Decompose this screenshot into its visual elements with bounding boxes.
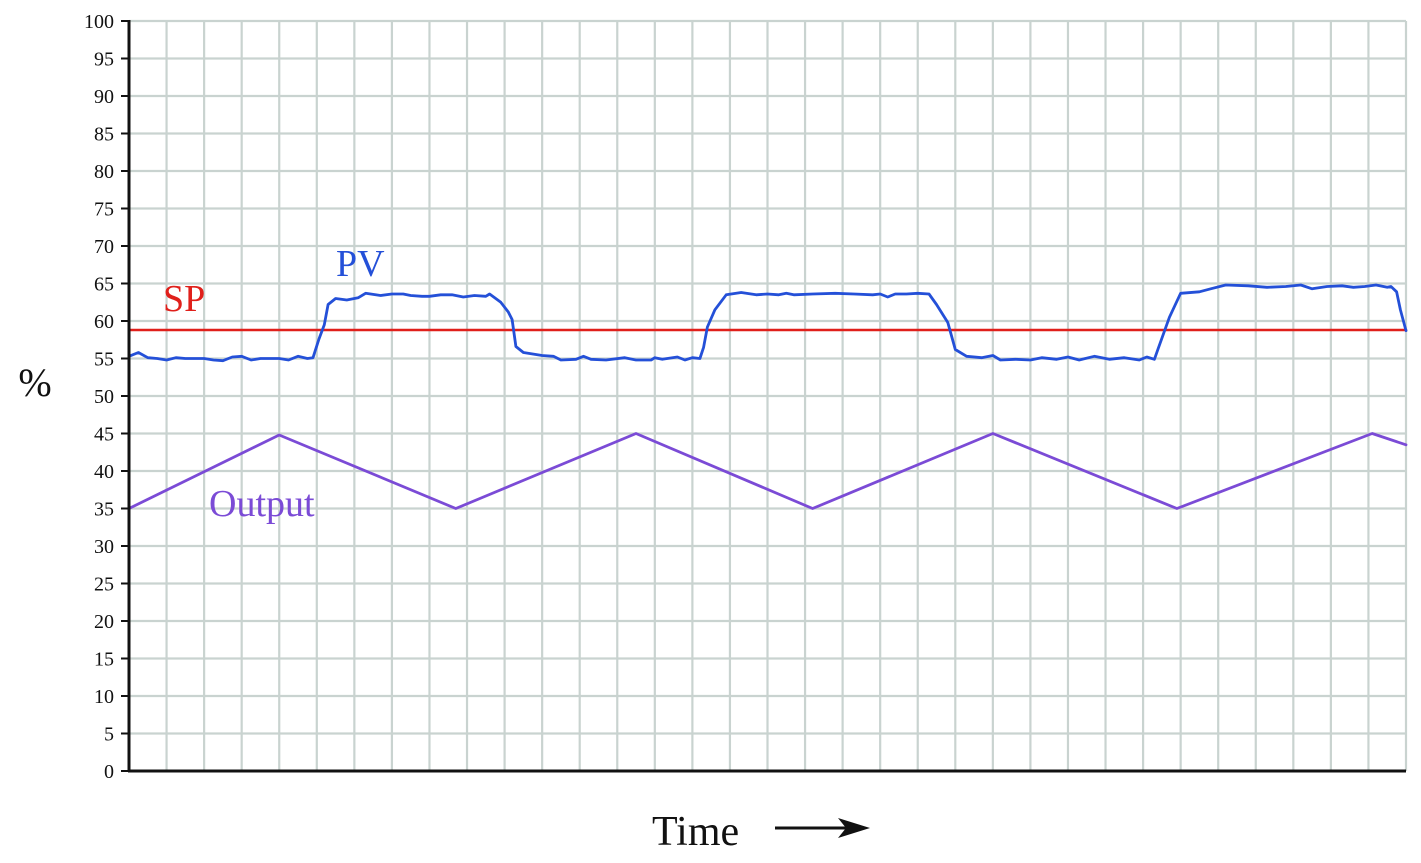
- pv-label: PV: [336, 243, 385, 285]
- time-arrow-icon: [775, 818, 870, 838]
- y-tick-label: 80: [94, 161, 114, 183]
- setpoint-label: SP: [163, 278, 205, 320]
- grid: [129, 19, 1408, 771]
- arrow-head: [838, 818, 870, 838]
- y-tick-label: 5: [104, 724, 114, 746]
- y-tick-label: 25: [94, 574, 114, 596]
- y-tick-label: 15: [94, 649, 114, 671]
- y-axis-label: %: [18, 360, 51, 405]
- y-tick-label: 60: [94, 311, 114, 333]
- y-tick-label: 40: [94, 461, 114, 483]
- y-tick-label: 85: [94, 124, 114, 146]
- x-axis-label: Time: [652, 809, 739, 855]
- y-tick-label: 30: [94, 536, 114, 558]
- y-tick-label: 95: [94, 49, 114, 71]
- pv-line: [127, 283, 1408, 363]
- y-axis-ticks: 0 5 10 15 20 25 30 35 40 45 50 55 60 65 70 75 80 85 90 95 10…: [84, 11, 129, 783]
- y-tick-label: 45: [94, 424, 114, 446]
- y-tick-label: 20: [94, 611, 114, 633]
- series-group: [127, 283, 1408, 510]
- y-tick-label: 75: [94, 199, 114, 221]
- output-line: [127, 432, 1408, 510]
- y-tick-label: 0: [104, 761, 114, 783]
- y-tick-label: 70: [94, 236, 114, 258]
- y-tick-label: 55: [94, 349, 114, 371]
- y-tick-label: 65: [94, 274, 114, 296]
- y-tick-label: 90: [94, 86, 114, 108]
- y-tick-label: 50: [94, 386, 114, 408]
- y-tick-label: 100: [84, 11, 114, 33]
- output-label: Output: [209, 483, 315, 525]
- y-tick-label: 10: [94, 686, 114, 708]
- y-tick-label: 35: [94, 499, 114, 521]
- axes: [127, 20, 1406, 773]
